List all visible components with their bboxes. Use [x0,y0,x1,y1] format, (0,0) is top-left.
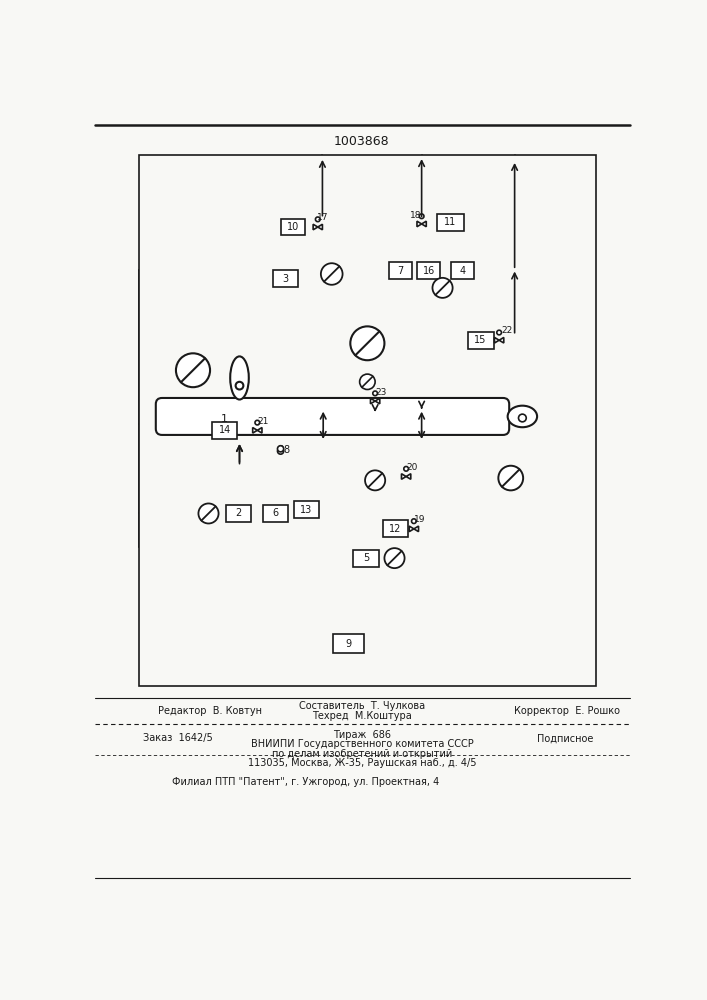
Circle shape [404,466,409,471]
Text: 22: 22 [501,326,513,335]
Text: 8: 8 [283,445,289,455]
Text: 20: 20 [407,463,418,472]
Polygon shape [313,224,317,230]
Polygon shape [417,221,421,227]
Polygon shape [421,221,426,227]
Polygon shape [499,337,504,343]
Text: Редактор  В. Ковтун: Редактор В. Ковтун [158,706,262,716]
Circle shape [321,263,343,285]
Bar [389,262,412,279]
Polygon shape [402,474,406,479]
Text: 9: 9 [345,639,351,649]
Text: Тираж  686: Тираж 686 [333,730,391,740]
Bar [332,634,363,653]
Text: ВНИИПИ Государственного комитета СССР: ВНИИПИ Государственного комитета СССР [250,739,473,749]
Text: 13: 13 [300,505,312,515]
Circle shape [518,414,526,422]
Circle shape [235,382,243,390]
Text: 4: 4 [460,266,466,276]
Polygon shape [409,526,414,532]
Bar [281,219,305,235]
Bar [468,332,493,349]
Circle shape [176,353,210,387]
Text: по делам изобретений и открытий: по делам изобретений и открытий [271,749,452,759]
Text: Заказ  1642/5: Заказ 1642/5 [143,733,212,743]
Text: 2: 2 [235,508,242,518]
Bar [273,270,298,287]
Circle shape [419,214,424,219]
Polygon shape [494,337,499,343]
Bar [417,262,440,279]
Text: 10: 10 [287,222,299,232]
Bar [139,155,596,686]
Circle shape [255,420,259,425]
Text: Составитель  Т. Чулкова: Составитель Т. Чулкова [299,701,425,711]
Text: 16: 16 [423,266,435,276]
Bar [437,214,464,231]
Circle shape [360,374,375,389]
Circle shape [433,278,452,298]
Text: 14: 14 [218,425,231,435]
Text: 12: 12 [389,524,402,534]
Text: 5: 5 [363,553,369,563]
Bar [263,505,288,522]
Bar [293,501,319,518]
Circle shape [351,326,385,360]
Ellipse shape [230,356,249,400]
Polygon shape [414,526,419,532]
Text: 1003868: 1003868 [334,135,390,148]
Polygon shape [375,398,380,404]
Text: 6: 6 [272,508,279,518]
Text: Техред  М.Коштура: Техред М.Коштура [312,711,411,721]
Bar [212,422,237,439]
Polygon shape [406,474,411,479]
Circle shape [385,548,404,568]
Circle shape [411,519,416,523]
Bar [354,550,379,567]
Ellipse shape [508,406,537,427]
Polygon shape [370,398,375,404]
Polygon shape [257,428,262,433]
Text: 23: 23 [375,388,387,397]
Text: 19: 19 [414,515,426,524]
Text: Корректор  Е. Рошко: Корректор Е. Рошко [514,706,620,716]
Circle shape [497,330,501,335]
Text: 8: 8 [278,445,284,455]
Text: 15: 15 [474,335,486,345]
Polygon shape [317,224,322,230]
Bar [383,520,409,537]
FancyBboxPatch shape [156,398,509,435]
Circle shape [498,466,523,490]
Text: 113035, Москва, Ж-35, Раушская наб., д. 4/5: 113035, Москва, Ж-35, Раушская наб., д. … [247,758,477,768]
Bar [451,262,474,279]
Text: 3: 3 [282,274,288,284]
Text: 21: 21 [257,417,269,426]
Circle shape [199,503,218,523]
Circle shape [365,470,385,490]
Text: 1: 1 [221,414,228,424]
Circle shape [277,446,284,452]
Polygon shape [252,428,257,433]
Text: Подписное: Подписное [537,733,593,743]
Bar [226,505,251,522]
Text: Филиал ПТП "Патент", г. Ужгород, ул. Проектная, 4: Филиал ПТП "Патент", г. Ужгород, ул. Про… [172,777,439,787]
Circle shape [315,217,320,222]
Text: 11: 11 [444,217,457,227]
Text: 17: 17 [317,213,329,222]
Circle shape [373,391,378,396]
Text: 18: 18 [409,211,421,220]
Text: 7: 7 [397,266,404,276]
Circle shape [277,448,284,454]
